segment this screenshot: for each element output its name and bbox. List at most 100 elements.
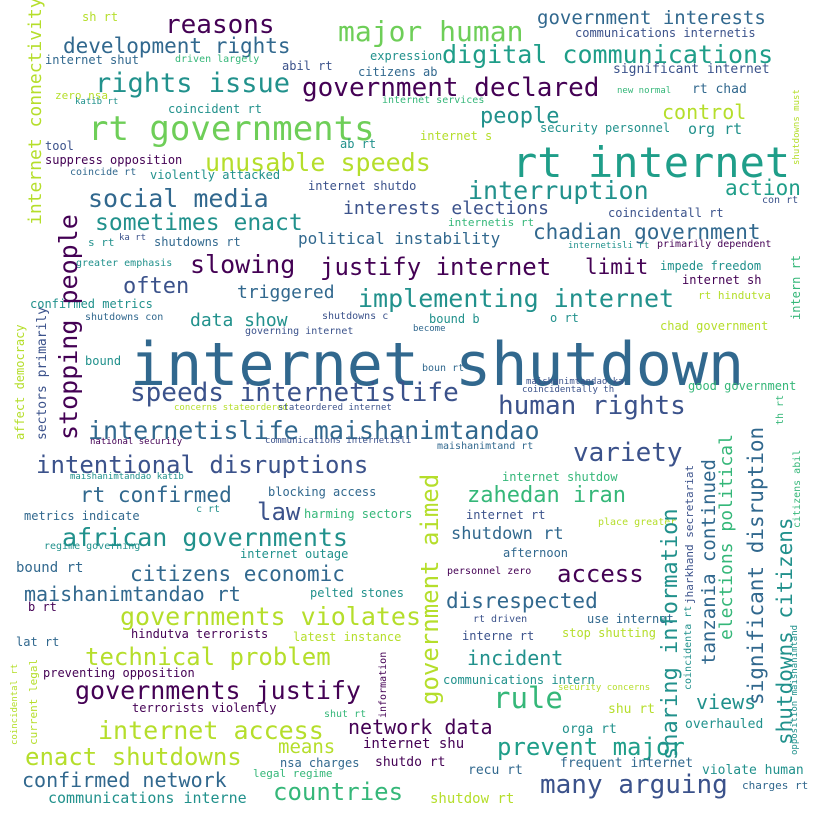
word: internet shutdo [308,179,417,193]
word: primarily dependent [657,239,772,250]
word: internetis rt [448,216,535,229]
word: citizens economic [130,562,345,586]
word: reasons [165,10,275,40]
word: bound [85,354,122,368]
word: implementing internet [358,284,675,313]
word: expression [370,49,443,63]
word: new normal [617,86,672,96]
word: shutdow rt [430,791,515,807]
word-vertical: shutdowns must [792,89,802,165]
word: afternoon [503,546,569,560]
word: security personnel [540,121,671,135]
word: coincident rt [168,102,262,116]
word: chad government [660,319,769,333]
word: communications intern [443,673,595,687]
word: use internet [587,612,674,626]
word: nsa charges [280,756,360,770]
word: government declared [302,73,600,103]
word: people [480,104,560,129]
word: internetislife maishanimtandao [88,416,540,445]
word: internet shu [363,736,465,752]
word: stop shutting [562,626,656,640]
word: org rt [688,120,743,138]
word: tool [45,139,74,153]
word: governments justify [75,676,361,705]
word: african governments [62,523,348,552]
word-vertical: jharkhand secretariat [683,464,696,604]
word: governing internet [245,326,354,337]
word: blocking access [268,485,377,499]
word-vertical: information [378,651,389,718]
word: rt chad [692,82,747,97]
word: internet sh [682,273,762,287]
word: security concerns [558,683,651,693]
word: development rights [63,34,291,58]
word: c rt [196,504,221,515]
word: impede freedom [660,259,762,273]
word: b rt [28,600,57,614]
word-vertical: stopping people [54,214,83,440]
word: s rt [88,236,115,249]
word: sometimes enact [95,210,303,236]
word: limit [585,255,649,279]
word: coincide rt [70,167,137,178]
word: rights issue [95,68,291,99]
word: pelted stones [310,586,404,600]
word-vertical: sectors primarily [35,306,50,440]
word-vertical: sharing information [658,508,683,760]
word: bound b [429,312,480,326]
word: charges rt [742,779,809,792]
word: hindutva terrorists [131,627,269,641]
word: unusable speeds [205,148,431,177]
word: lat rt [16,635,60,649]
word: rt hindutva [698,289,771,302]
word: shutdowns con [85,312,164,323]
word: recu rt [468,763,523,778]
word: digital communications [442,40,774,69]
word: internet rt [466,508,546,522]
word: variety [573,438,683,468]
word: stateordered internet [278,403,392,413]
word-vertical: significant disruption [744,426,768,705]
word: ab rt [340,137,377,151]
word: means [278,736,336,758]
word: orga rt [562,722,617,737]
word: governments violates [120,602,422,631]
word: boun rt [422,363,465,374]
word-vertical: th rt [775,394,786,425]
word: metrics indicate [24,509,140,523]
word: often [123,274,190,299]
word: internet services [382,95,485,106]
word: rt driven [473,614,528,625]
word: maishanimtand rt [437,441,534,452]
word: preventing opposition [43,666,195,680]
word: o rt [550,311,579,325]
word: shutdown rt [451,524,564,544]
word: technical problem [85,643,331,671]
word-vertical: intern rt [789,254,803,320]
word: shut rt [324,709,367,720]
word-vertical: coincidenta rt [683,605,694,690]
word: internet shutdown [130,330,745,400]
word: interests elections [343,198,549,219]
word: regime governing [44,541,141,552]
word: enact shutdowns [25,743,242,771]
word-vertical: affect democracy [13,324,27,440]
word-vertical: citizens abil [792,449,803,528]
word: maishanimtandao ka [526,377,624,387]
word: internet outage [240,547,349,561]
word: personnel zero [447,566,532,577]
word: legal regime [253,767,333,780]
word-vertical: elections political [716,434,737,640]
word: access [557,560,644,588]
word: law [257,498,301,526]
word: internet access [98,716,324,745]
word: maishanimtandao katib [70,472,184,482]
word: abil rt [282,59,333,73]
word: internet s [420,129,493,143]
word: prevent major [497,733,685,761]
word: con rt [762,195,799,206]
word: terrorists violently [132,701,277,715]
word: become [413,324,446,334]
word: shu rt [608,702,655,717]
